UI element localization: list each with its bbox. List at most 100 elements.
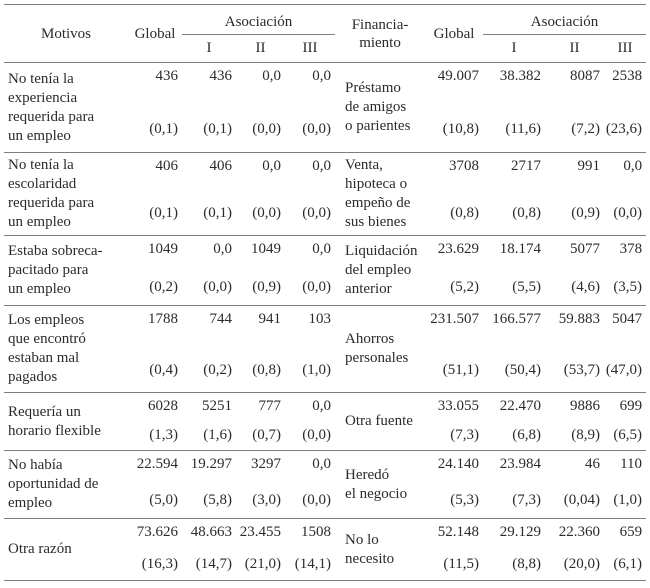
- cell-count: 49.007: [425, 62, 484, 107]
- cell-pct: (0,1): [149, 120, 178, 137]
- cell-count: 659: [604, 518, 647, 549]
- cell-count: 406: [182, 152, 236, 193]
- cell-pct: (0,8): [252, 361, 281, 378]
- cell-count: 33.055: [425, 392, 484, 421]
- table-row: (5,0) (5,8) (3,0) (0,0) (5,3) (7,3) (0,0…: [4, 484, 646, 519]
- cell-pct: (10,8): [442, 120, 480, 137]
- financing-label: Venta, hipoteca o empeño de sus bienes: [335, 152, 426, 236]
- cell-count: 1049: [128, 235, 182, 270]
- cell-count: 103: [285, 305, 336, 349]
- cell-count: 2717: [483, 152, 546, 193]
- cell-count: 777: [236, 392, 285, 421]
- header-left-II: II: [255, 40, 266, 56]
- financing-label: Ahorros personales: [335, 305, 426, 393]
- cell-pct: (11,5): [443, 555, 480, 572]
- motive-label: No tenía la experiencia requerida para u…: [4, 62, 128, 153]
- cell-count: 0,0: [285, 152, 336, 193]
- cell-pct: (0,0): [252, 205, 281, 222]
- cell-pct: (7,3): [512, 492, 542, 509]
- cell-pct: (1,6): [203, 426, 232, 443]
- cell-count: 3708: [425, 152, 484, 193]
- cell-pct: (3,0): [252, 492, 281, 509]
- cell-count: 73.626: [128, 518, 182, 549]
- header-right-III: III: [617, 40, 633, 56]
- cell-pct: (0,0): [203, 278, 232, 295]
- cell-count: 8087: [545, 62, 605, 107]
- cell-pct: (5,8): [203, 492, 232, 509]
- cell-pct: (0,9): [252, 278, 281, 295]
- motives-financing-table: Motivos Global Asociación Financia- mien…: [4, 4, 647, 581]
- cell-pct: (53,7): [563, 361, 601, 378]
- cell-pct: (50,4): [504, 361, 542, 378]
- cell-count: 23.455: [236, 518, 285, 549]
- cell-count: 23.629: [425, 235, 484, 270]
- cell-count: 0,0: [236, 62, 285, 107]
- cell-count: 48.663: [182, 518, 236, 549]
- cell-pct: (0,0): [613, 205, 643, 222]
- cell-pct: (0,1): [203, 120, 232, 137]
- cell-count: 0,0: [285, 62, 336, 107]
- table-row: No había oportunidad de empleo 22.594 19…: [4, 450, 647, 519]
- cell-count: 24.140: [425, 450, 484, 484]
- cell-count: 5047: [604, 305, 647, 349]
- cell-pct: (8,9): [571, 426, 601, 443]
- cell-pct: (5,3): [450, 492, 480, 509]
- cell-pct: (47,0): [605, 361, 643, 378]
- table-row: Estaba sobreca- pacitado para un empleo …: [4, 235, 647, 306]
- header-motivos: Motivos: [40, 25, 91, 42]
- cell-count: 19.297: [182, 450, 236, 484]
- table-row: No tenía la escolaridad requerida para u…: [4, 152, 647, 236]
- cell-pct: (5,2): [450, 278, 480, 295]
- cell-count: 46: [545, 450, 605, 484]
- cell-count: 38.382: [483, 62, 546, 107]
- cell-count: 0,0: [236, 152, 285, 193]
- cell-count: 5077: [545, 235, 605, 270]
- cell-pct: (5,5): [512, 278, 542, 295]
- motive-label: Estaba sobreca- pacitado para un empleo: [4, 235, 128, 306]
- table-header: Motivos Global Asociación Financia- mien…: [4, 4, 647, 63]
- cell-pct: (6,8): [512, 426, 542, 443]
- cell-pct: (1,0): [613, 492, 643, 509]
- cell-pct: (1,3): [149, 426, 178, 443]
- cell-count: 378: [604, 235, 647, 270]
- cell-pct: (0,0): [302, 426, 332, 443]
- cell-pct: (0,9): [571, 205, 601, 222]
- cell-pct: (23,6): [605, 120, 643, 137]
- cell-count: 166.577: [483, 305, 546, 349]
- cell-pct: (0,0): [302, 120, 332, 137]
- cell-pct: (0,4): [149, 361, 178, 378]
- cell-pct: (0,1): [149, 205, 178, 222]
- financing-label: Otra fuente: [335, 392, 426, 451]
- header-left-III: III: [302, 40, 318, 56]
- cell-count: 22.594: [128, 450, 182, 484]
- financing-label: Liquidación del empleo anterior: [335, 235, 426, 306]
- cell-pct: (0,7): [252, 426, 281, 443]
- financing-label: Préstamo de amigos o parientes: [335, 62, 426, 153]
- cell-pct: (1,0): [302, 361, 332, 378]
- cell-pct: (7,3): [450, 426, 480, 443]
- cell-count: 22.360: [545, 518, 605, 549]
- header-right-II: II: [569, 40, 580, 56]
- table-row: (16,3) (14,7) (21,0) (14,1) (11,5) (8,8)…: [4, 549, 646, 581]
- cell-count: 436: [128, 62, 182, 107]
- motive-label: Requería un horario flexible: [4, 392, 128, 451]
- header-global-left: Global: [134, 25, 176, 42]
- cell-pct: (0,04): [563, 492, 601, 509]
- motive-label: Otra razón: [4, 518, 128, 581]
- cell-pct: (6,1): [613, 555, 643, 572]
- cell-pct: (4,6): [571, 278, 601, 295]
- cell-count: 22.470: [483, 392, 546, 421]
- motive-label: No tenía la escolaridad requerida para u…: [4, 152, 128, 236]
- cell-pct: (0,8): [512, 205, 542, 222]
- cell-count: 9886: [545, 392, 605, 421]
- header-financiamiento: Financia- miento: [351, 16, 409, 51]
- table-row: Los empleos que encontró estaban mal pag…: [4, 305, 647, 393]
- cell-count: 2538: [604, 62, 647, 107]
- motive-label: Los empleos que encontró estaban mal pag…: [4, 305, 128, 393]
- cell-count: 18.174: [483, 235, 546, 270]
- header-asociacion-right: Asociación: [483, 4, 647, 35]
- cell-pct: (0,2): [203, 361, 232, 378]
- header-global-right: Global: [433, 25, 475, 42]
- cell-count: 0,0: [285, 235, 336, 270]
- cell-count: 744: [182, 305, 236, 349]
